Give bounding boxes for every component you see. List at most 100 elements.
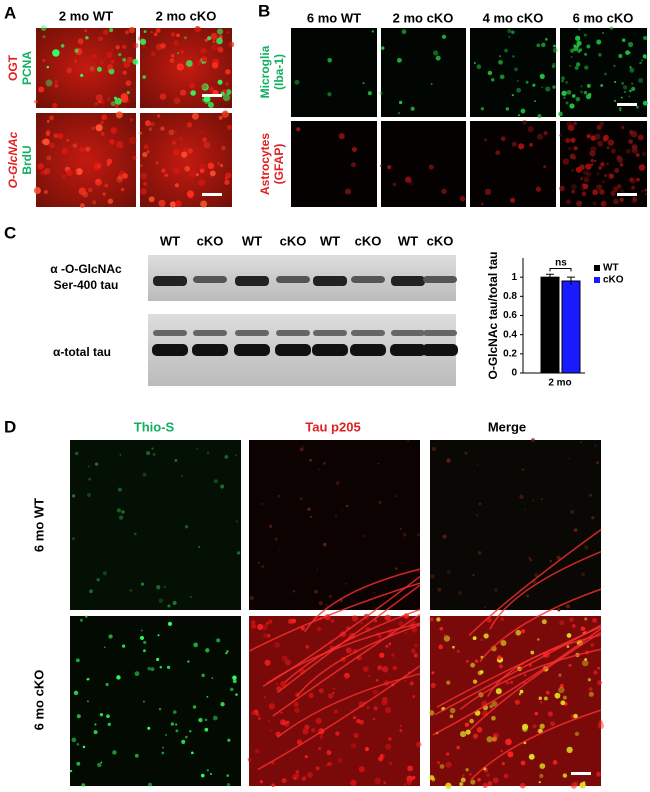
cell xyxy=(285,720,290,725)
cell xyxy=(226,774,230,777)
cell xyxy=(586,83,591,88)
cell xyxy=(305,644,310,649)
cell xyxy=(530,438,536,443)
cell xyxy=(584,545,589,550)
cell xyxy=(74,451,79,456)
cell xyxy=(60,44,65,48)
cell xyxy=(88,477,91,481)
cell xyxy=(428,710,435,716)
cell xyxy=(474,659,479,663)
cell xyxy=(353,716,356,720)
cell xyxy=(559,185,565,192)
cell xyxy=(147,666,152,671)
cell xyxy=(441,188,447,194)
cell xyxy=(461,774,465,777)
cell xyxy=(519,494,524,500)
cell xyxy=(170,32,176,37)
cell xyxy=(402,532,407,537)
cell xyxy=(264,659,271,666)
cell xyxy=(565,604,571,609)
cell xyxy=(540,498,543,501)
cell xyxy=(392,182,397,187)
cell xyxy=(560,700,566,706)
band xyxy=(153,330,187,336)
cell xyxy=(116,140,124,149)
cell xyxy=(251,623,257,629)
cell xyxy=(42,35,46,39)
cell xyxy=(619,197,624,202)
cell xyxy=(80,73,84,78)
cell xyxy=(235,454,237,457)
cell xyxy=(92,53,97,59)
cell xyxy=(184,525,189,529)
cell xyxy=(155,161,159,165)
cell xyxy=(552,47,558,53)
cell xyxy=(505,107,510,111)
cell xyxy=(189,82,196,89)
cell xyxy=(416,533,421,537)
cell xyxy=(176,33,180,38)
cell xyxy=(106,51,113,58)
cell xyxy=(226,650,229,653)
cell xyxy=(609,26,613,30)
cell xyxy=(517,79,519,82)
cell xyxy=(353,732,359,739)
scale-bar xyxy=(617,103,637,106)
cell xyxy=(636,105,639,109)
cell xyxy=(551,65,556,69)
cell xyxy=(360,621,363,624)
cell xyxy=(179,137,183,141)
band xyxy=(276,330,310,336)
cell xyxy=(49,115,54,121)
cell xyxy=(566,633,572,638)
cell xyxy=(641,189,644,193)
cell xyxy=(235,693,238,696)
cell xyxy=(635,153,640,157)
cell xyxy=(642,54,647,59)
cell xyxy=(381,666,389,673)
row-label: 6 mo WT xyxy=(31,498,46,552)
band xyxy=(391,330,425,336)
cell xyxy=(492,777,499,784)
cell xyxy=(275,682,279,686)
cell xyxy=(192,705,197,709)
cell xyxy=(567,146,572,151)
cell xyxy=(75,658,80,663)
cell xyxy=(487,70,493,76)
cell xyxy=(200,130,204,134)
cell xyxy=(351,146,358,153)
fiber xyxy=(489,551,602,630)
cell xyxy=(625,50,630,55)
cell xyxy=(206,451,210,454)
cell xyxy=(480,107,485,111)
cell xyxy=(124,30,130,35)
cell xyxy=(232,675,237,680)
bracket xyxy=(549,268,572,272)
cell xyxy=(641,151,647,157)
fiber xyxy=(468,529,602,636)
cell xyxy=(142,181,148,187)
cell xyxy=(520,108,526,114)
cell xyxy=(586,134,591,139)
cell xyxy=(580,441,583,444)
cell xyxy=(142,472,147,477)
cell xyxy=(228,41,235,48)
cell xyxy=(495,150,501,156)
cell xyxy=(105,682,109,687)
cell xyxy=(371,30,374,33)
cell xyxy=(566,645,570,648)
cell xyxy=(486,736,493,743)
cell xyxy=(125,80,132,86)
cell xyxy=(54,80,59,84)
cell xyxy=(537,728,543,734)
cell xyxy=(73,690,79,696)
cell xyxy=(139,131,143,135)
cell xyxy=(562,158,570,165)
cell xyxy=(157,634,160,637)
cell xyxy=(431,777,436,782)
cell xyxy=(482,782,488,789)
cell xyxy=(515,629,522,636)
cell xyxy=(613,198,619,205)
cell xyxy=(41,138,48,145)
cell xyxy=(206,769,210,772)
